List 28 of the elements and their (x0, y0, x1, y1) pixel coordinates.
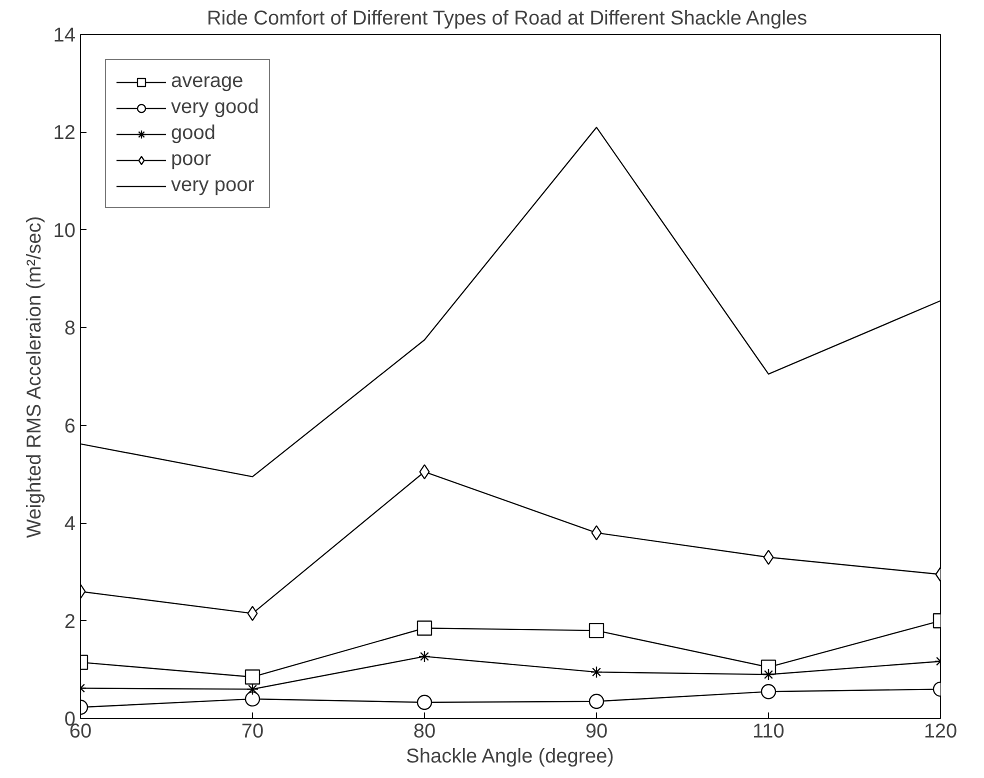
y-tick-label: 6 (64, 415, 76, 438)
legend-label: poor (171, 148, 212, 171)
y-tick-label: 2 (64, 610, 76, 633)
legend-label: very good (171, 96, 259, 119)
y-tick-label: 4 (64, 513, 76, 536)
x-axis-title: Shackle Angle (degree) (406, 746, 614, 768)
legend-label: average (171, 70, 244, 93)
point (419, 464, 430, 480)
y-tick-label: 8 (64, 318, 76, 340)
x-tick-label: 80 (413, 720, 436, 742)
point (591, 525, 602, 540)
y-tick-label: 14 (53, 24, 76, 46)
y-axis-title: Weighted RMS Acceleraion (m²/sec) (23, 216, 46, 538)
point (416, 620, 432, 636)
y-tick-label: 12 (53, 122, 76, 144)
chart-title: Ride Comfort of Different Types of Road at Different Shackle Angles (206, 8, 808, 30)
point (588, 622, 604, 638)
point (590, 666, 603, 678)
x-tick-label: 110 (752, 720, 784, 742)
x-tick-label: 70 (241, 720, 264, 742)
legend-label: good (171, 122, 216, 145)
y-tick-label: 10 (53, 220, 76, 242)
point (588, 694, 604, 709)
point (416, 694, 432, 710)
point (418, 650, 431, 663)
legend-label: very poor (171, 174, 254, 197)
x-tick-label: 120 (924, 720, 958, 742)
x-tick-label: 90 (585, 720, 608, 742)
